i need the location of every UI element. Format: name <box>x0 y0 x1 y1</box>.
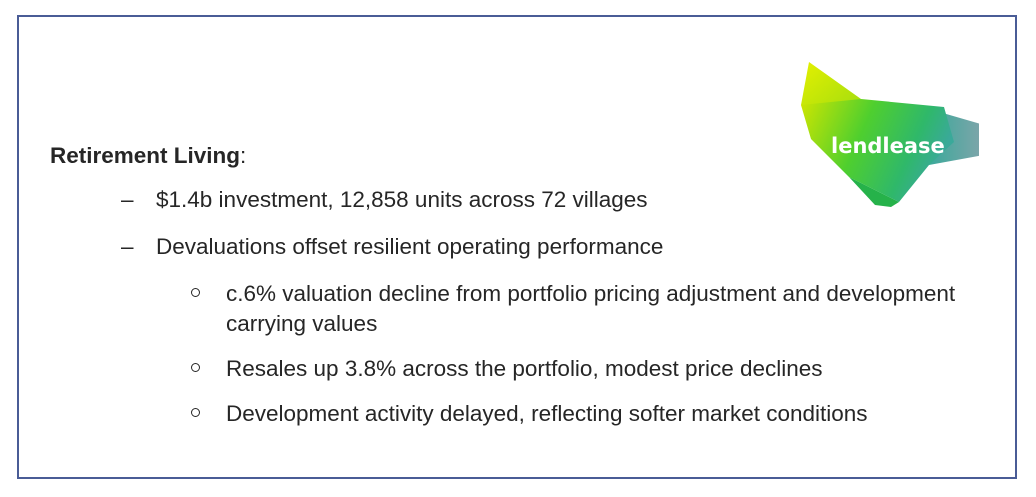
sub-bullet-text: Development activity delayed, reflecting… <box>226 401 868 426</box>
slide-frame: lendlease Retirement Living: – $1.4b inv… <box>17 15 1017 479</box>
sub-bullet-item: Resales up 3.8% across the portfolio, mo… <box>50 354 966 384</box>
slide-content: Retirement Living: – $1.4b investment, 1… <box>50 141 966 444</box>
sub-bullet-text: Resales up 3.8% across the portfolio, mo… <box>226 356 823 381</box>
bullet-text: Devaluations offset resilient operating … <box>156 234 664 259</box>
logo-lower-facet <box>849 177 899 207</box>
circle-bullet-icon <box>191 288 200 297</box>
dash-marker: – <box>121 187 134 212</box>
sub-bullet-item: Development activity delayed, reflecting… <box>50 399 966 429</box>
section-title-suffix: : <box>240 143 247 168</box>
sub-bullet-item: c.6% valuation decline from portfolio pr… <box>50 279 966 339</box>
bullet-item: – $1.4b investment, 12,858 units across … <box>50 185 966 215</box>
lendlease-logo: lendlease <box>801 62 979 207</box>
logo-main-facet <box>801 99 954 202</box>
section-heading: Retirement Living: <box>50 141 966 171</box>
sub-bullet-text: c.6% valuation decline from portfolio pr… <box>226 281 956 336</box>
circle-bullet-icon <box>191 408 200 417</box>
circle-bullet-icon <box>191 363 200 372</box>
logo-wordmark: lendlease <box>831 134 945 158</box>
bullet-item: – Devaluations offset resilient operatin… <box>50 232 966 262</box>
bullet-text: $1.4b investment, 12,858 units across 72… <box>156 187 648 212</box>
dash-marker: – <box>121 234 134 259</box>
section-title: Retirement Living <box>50 143 241 168</box>
